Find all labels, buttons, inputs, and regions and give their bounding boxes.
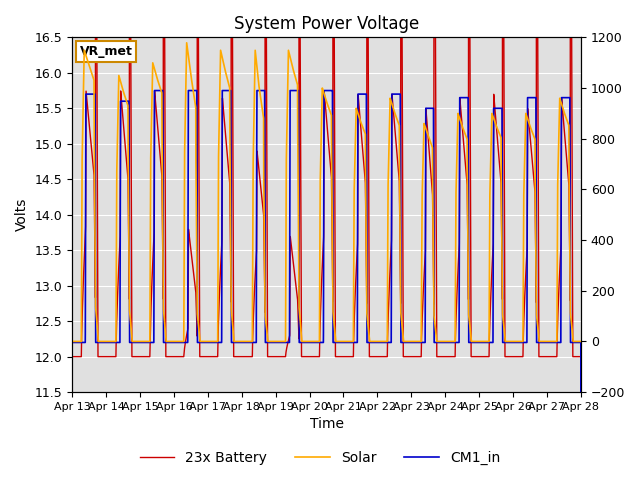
- Y-axis label: Volts: Volts: [15, 198, 29, 231]
- Text: VR_met: VR_met: [80, 45, 132, 58]
- X-axis label: Time: Time: [310, 418, 344, 432]
- Legend: 23x Battery, Solar, CM1_in: 23x Battery, Solar, CM1_in: [134, 445, 506, 471]
- Title: System Power Voltage: System Power Voltage: [234, 15, 419, 33]
